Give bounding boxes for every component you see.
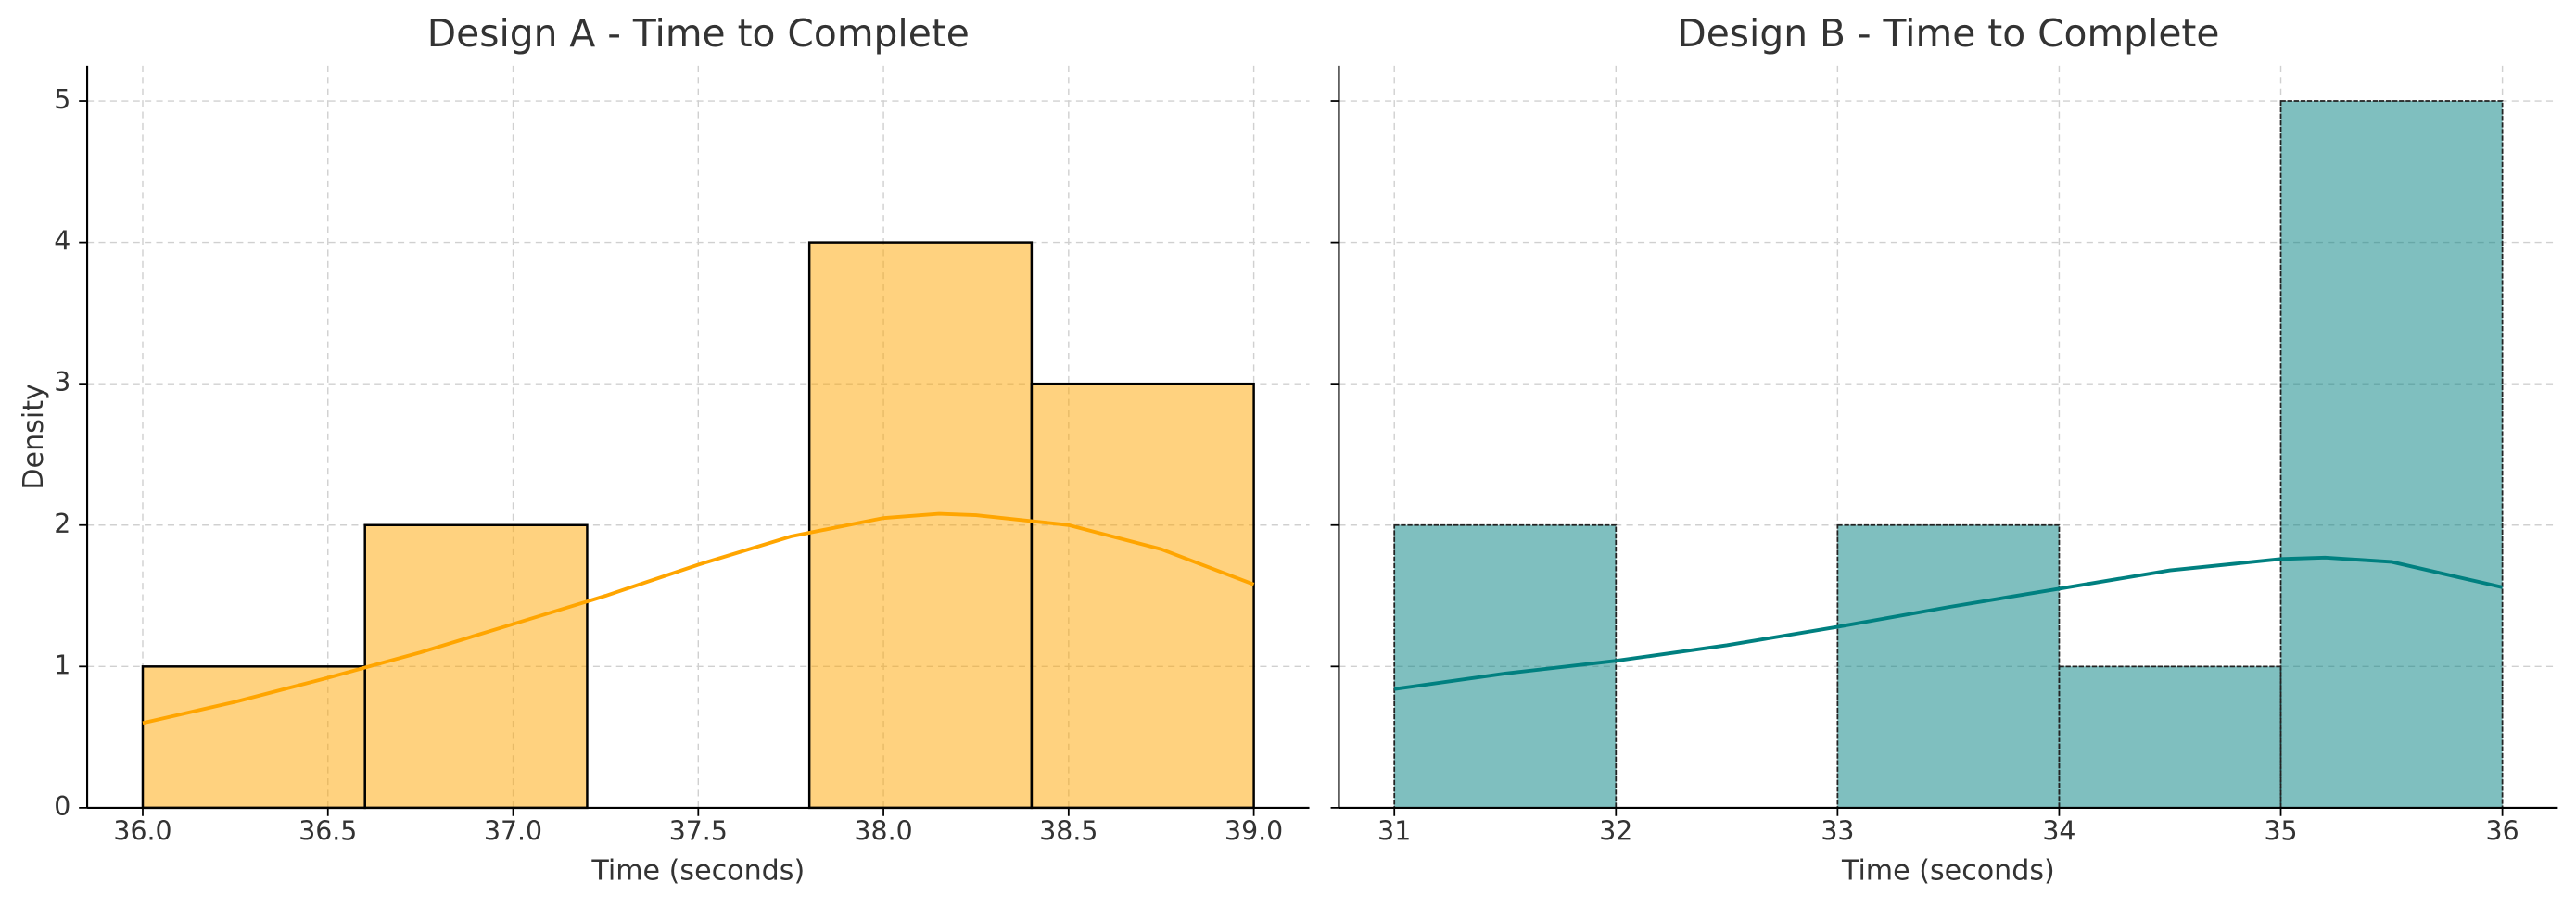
x-tick-label: 36.0 [113,815,171,846]
bar [2279,100,2504,809]
bar [1393,523,1618,809]
x-tick-label: 31 [1377,815,1411,846]
y-tick-label: 0 [54,791,70,822]
y-tick-label: 5 [54,84,70,115]
x-tick-label: 32 [1599,815,1632,846]
x-tick-label: 38.0 [855,815,913,846]
kde-line [142,511,1255,725]
x-axis-label: Time (seconds) [590,855,805,888]
x-tick-label: 36 [2486,815,2519,846]
y-tick-label: 3 [54,367,70,397]
chart-title: Design A - Time to Complete [427,11,970,56]
bar [1836,523,2061,809]
x-tick-label: 33 [1821,815,1854,846]
bar [1030,382,1255,810]
bar [2058,665,2282,809]
y-tick-label: 1 [54,649,70,680]
x-tick-label: 39.0 [1225,815,1283,846]
bar [141,665,366,810]
chart-title: Design B - Time to Complete [1677,11,2219,56]
y-tick-label: 4 [54,226,70,257]
x-tick-label: 37.5 [669,815,728,846]
x-tick-label: 38.5 [1039,815,1098,846]
x-tick-label: 34 [2042,815,2075,846]
y-axis-label: Density [18,384,50,489]
x-axis-label: Time (seconds) [1841,855,2055,888]
kde-line [1393,555,2504,691]
x-tick-label: 35 [2264,815,2297,846]
y-tick-label: 2 [54,509,70,539]
x-tick-label: 37.0 [484,815,542,846]
x-tick-label: 36.5 [298,815,357,846]
bar [363,523,589,810]
